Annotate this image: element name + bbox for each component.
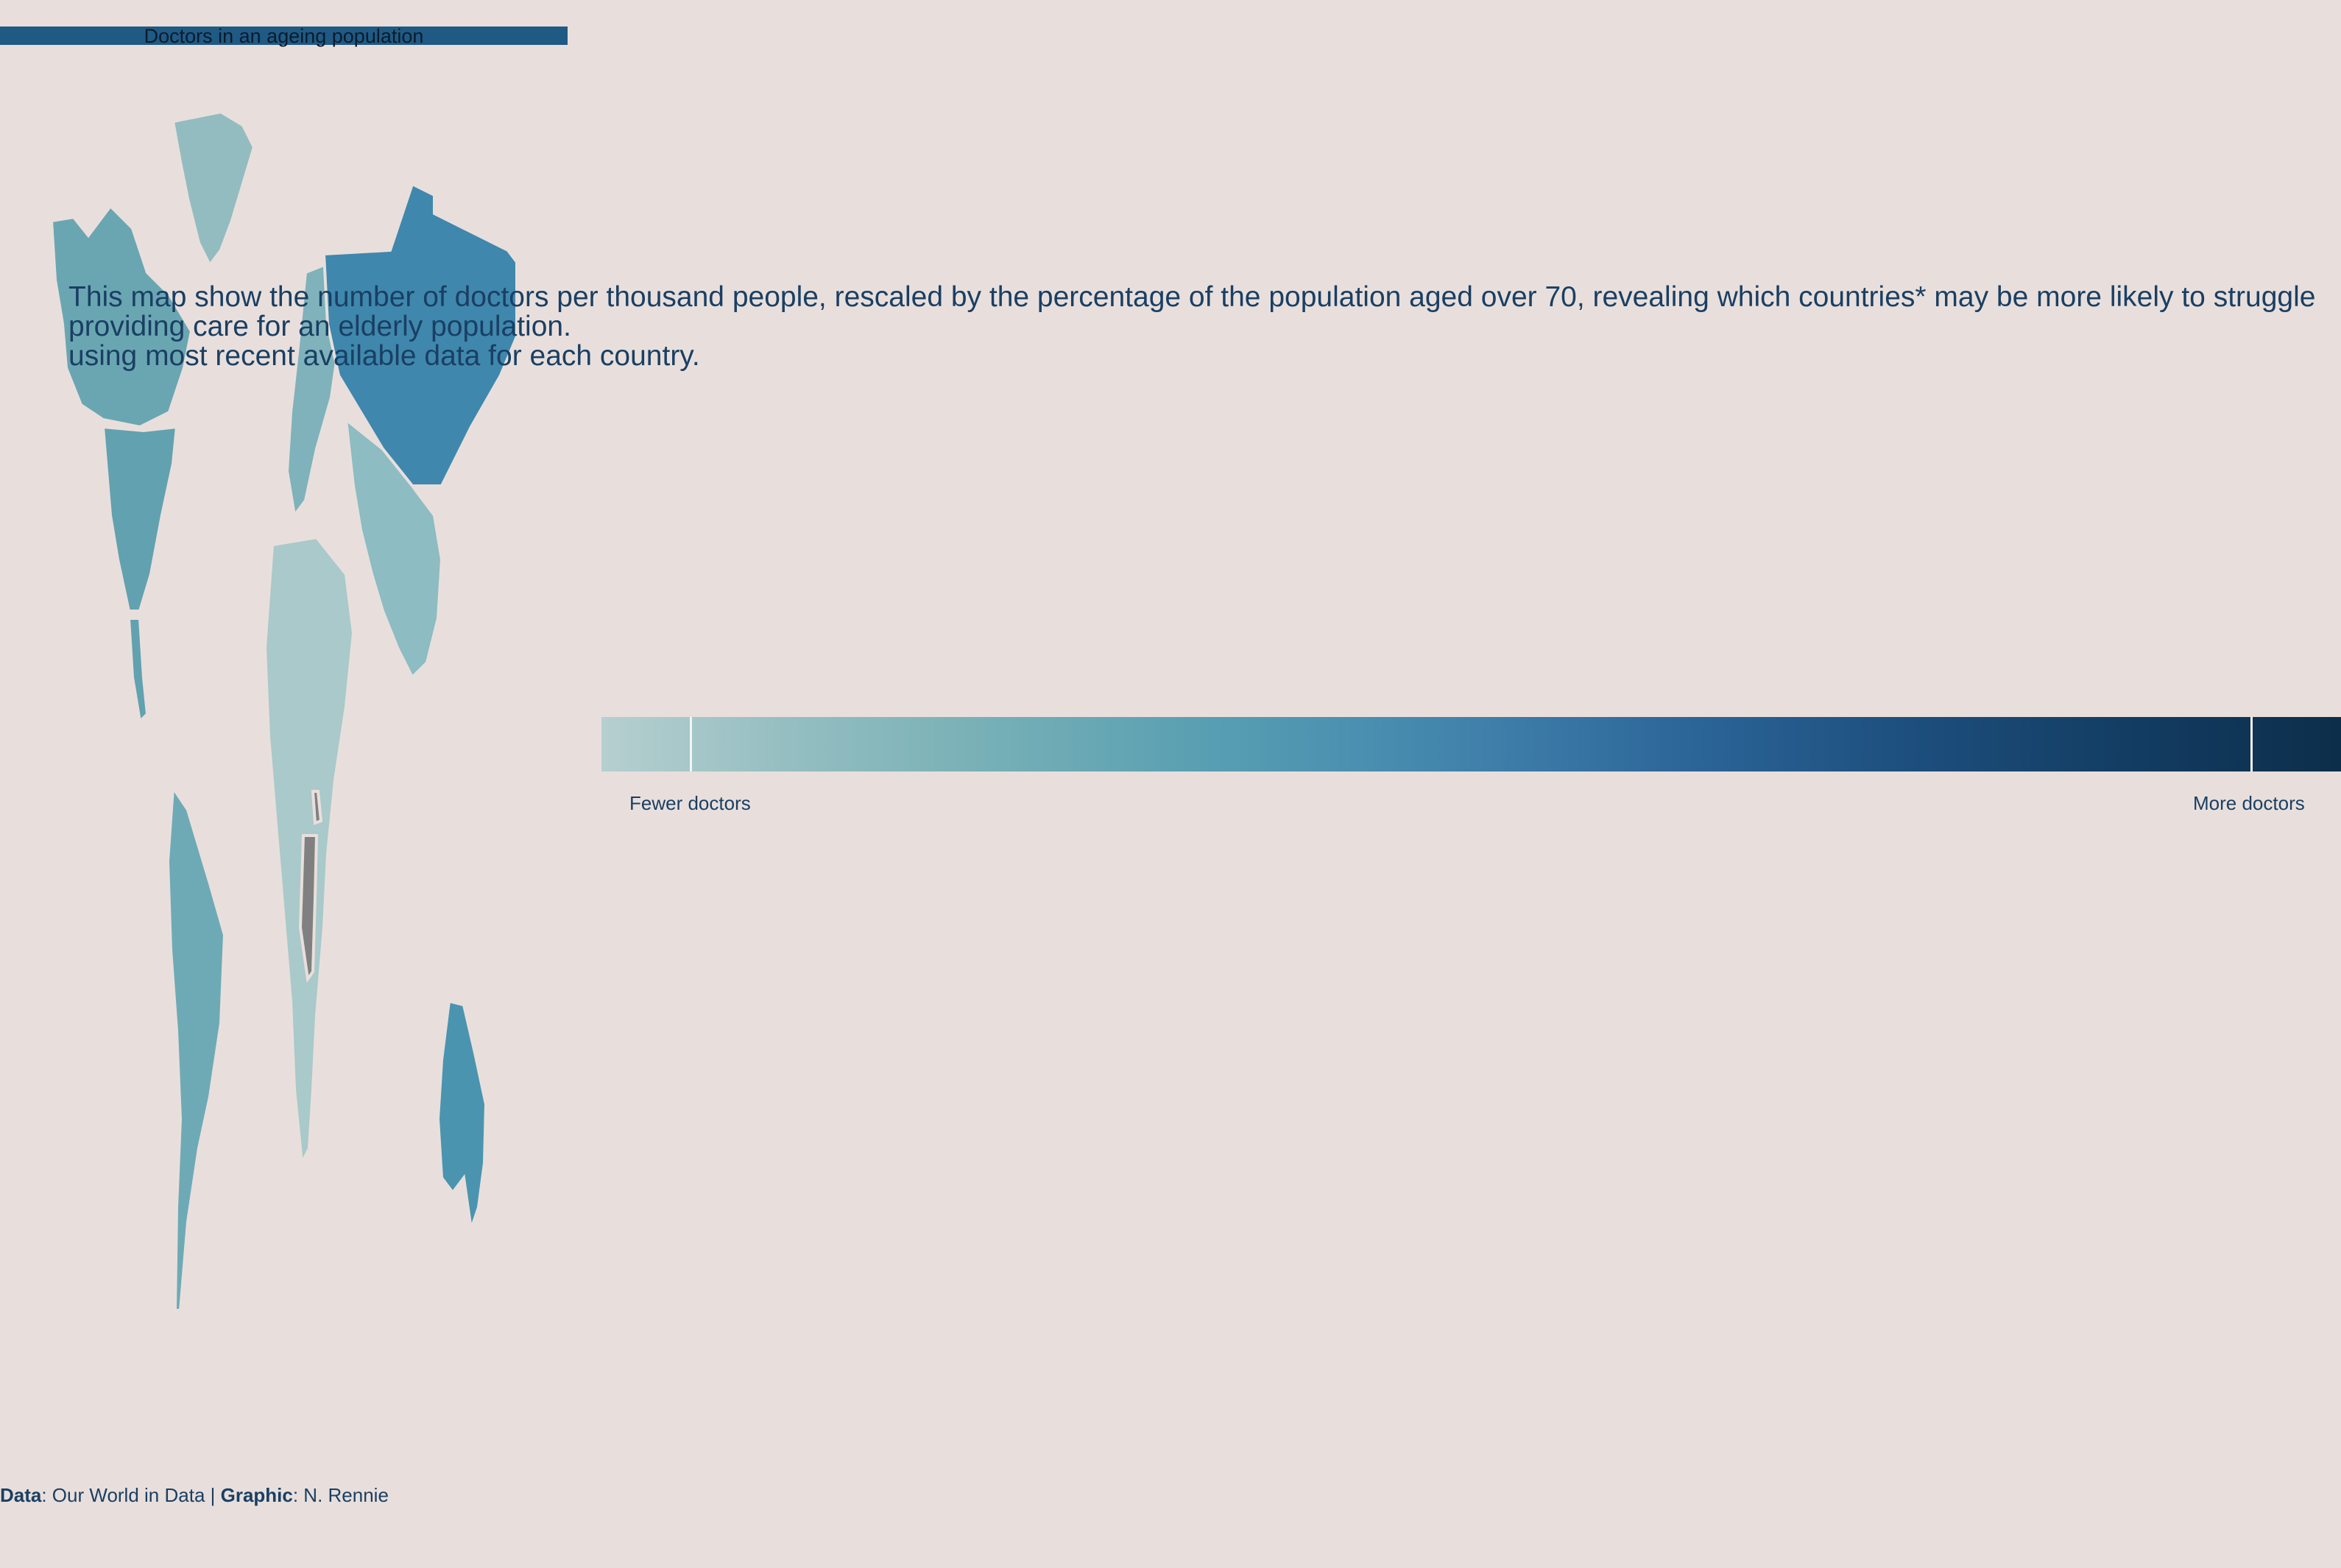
subtitle-line-1: This map show the number of doctors per … — [68, 281, 2316, 313]
legend-low-label: Fewer doctors — [629, 792, 751, 814]
region-usa — [101, 425, 179, 612]
region-asia — [344, 416, 444, 680]
region-no-data — [298, 834, 319, 983]
legend-tick-high — [2250, 717, 2253, 771]
region-russia — [322, 182, 515, 487]
source-caption: Data: Our World in Data | Graphic: N. Re… — [0, 1484, 389, 1507]
legend-tick-low — [690, 717, 692, 771]
region-south-america — [166, 783, 227, 1312]
caption-graphic-key: Graphic — [220, 1484, 293, 1506]
subtitle-line-3: using most recent available data for eac… — [68, 340, 700, 372]
title-bar — [0, 27, 568, 45]
region-australia — [436, 999, 488, 1230]
region-canada — [49, 203, 194, 429]
world-map — [49, 110, 515, 1312]
subtitle-line-2: providing care for an elderly population… — [68, 311, 571, 342]
region-usa-south — [127, 617, 149, 725]
caption-graphic-value: : N. Rennie — [292, 1484, 389, 1506]
page-title: Doctors in an ageing population — [144, 25, 424, 47]
caption-data-key: Data — [0, 1484, 42, 1506]
region-greenland — [171, 110, 256, 268]
color-legend-bar — [601, 717, 2341, 771]
region-no-data-2 — [311, 790, 323, 825]
subtitle: This map show the number of doctors per … — [68, 283, 2315, 371]
caption-data-value: : Our World in Data | — [41, 1484, 221, 1506]
legend-high-label: More doctors — [2193, 792, 2305, 814]
